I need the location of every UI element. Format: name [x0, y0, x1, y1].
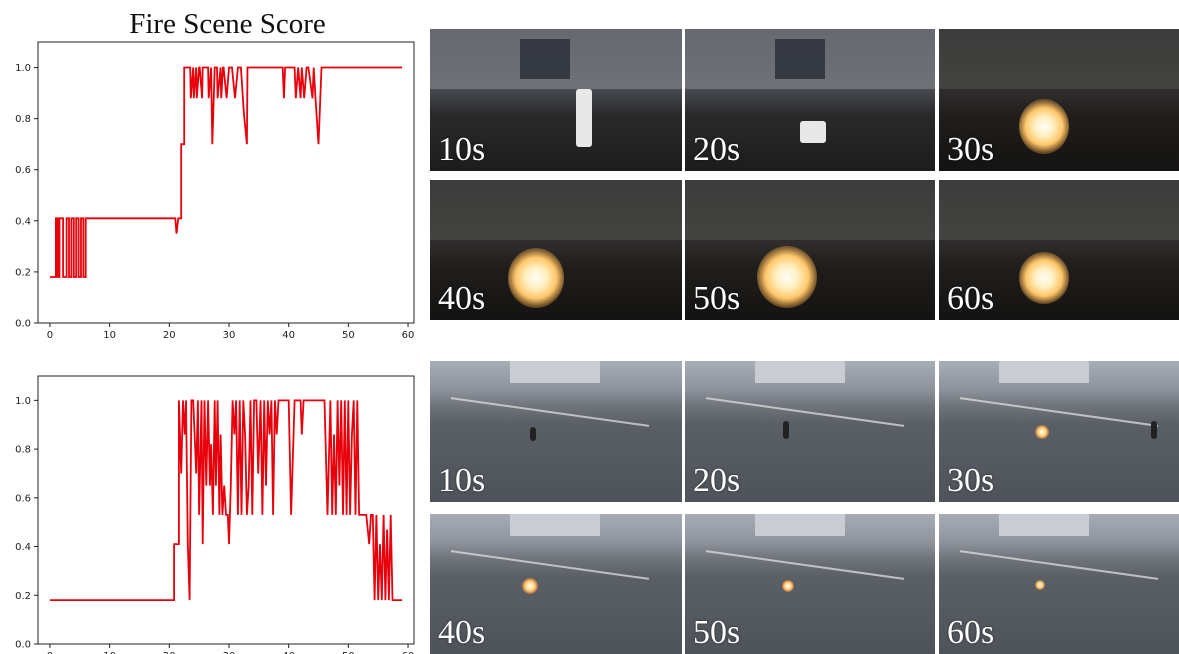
y-tick-label: 0.4 [15, 216, 31, 227]
frame-top-2: 20s [685, 29, 935, 171]
y-tick-label: 0.0 [15, 319, 31, 330]
frame-top-5: 50s [685, 180, 935, 320]
y-tick-label: 0.6 [15, 165, 31, 176]
frame-bottom-3: 30s [939, 361, 1179, 502]
y-tick-label: 0.2 [15, 267, 31, 278]
x-tick-label: 40 [282, 651, 295, 654]
x-tick-label: 50 [342, 651, 355, 654]
frame-bottom-4: 40s [430, 514, 682, 654]
x-tick-label: 20 [163, 651, 176, 654]
timestamp-label: 10s [438, 462, 486, 499]
y-tick-label: 0.8 [15, 114, 31, 125]
frame-top-6: 60s [939, 180, 1179, 320]
timestamp-label: 20s [693, 462, 741, 499]
timestamp-label: 60s [947, 280, 995, 317]
y-tick-label: 1.0 [15, 396, 31, 407]
frame-bottom-5: 50s [685, 514, 935, 654]
x-tick-label: 60 [402, 330, 415, 341]
x-tick-label: 30 [223, 651, 236, 654]
timestamp-label: 20s [693, 131, 741, 168]
x-tick-label: 20 [163, 330, 176, 341]
x-tick-label: 30 [223, 330, 236, 341]
fire-score-chart-top: 0.0 0.2 0.4 0.6 0.8 1.0 0 10 20 30 40 50 60 [15, 41, 415, 341]
timestamp-label: 40s [438, 614, 486, 651]
x-tick-label: 0 [47, 651, 53, 654]
y-tick-label: 1.0 [15, 63, 31, 74]
frame-top-3: 30s [939, 29, 1179, 171]
timestamp-label: 10s [438, 131, 486, 168]
timestamp-label: 30s [947, 131, 995, 168]
y-tick-label: 0.6 [15, 493, 31, 504]
x-tick-label: 0 [47, 330, 53, 341]
score-series-line [49, 66, 403, 278]
y-tick-label: 0.8 [15, 445, 31, 456]
y-tick-label: 0.2 [15, 591, 31, 602]
timestamp-label: 50s [693, 614, 741, 651]
frame-bottom-2: 20s [685, 361, 935, 502]
timestamp-label: 50s [693, 280, 741, 317]
frame-bottom-1: 10s [430, 361, 682, 502]
figure-title: Fire Scene Score [129, 8, 326, 40]
timestamp-label: 40s [438, 280, 486, 317]
x-tick-label: 60 [402, 651, 415, 654]
x-tick-label: 10 [103, 651, 116, 654]
frame-top-4: 40s [430, 180, 682, 320]
fire-score-chart-bottom: 0.0 0.2 0.4 0.6 0.8 1.0 0 10 20 30 40 50 60 [15, 375, 415, 654]
frame-top-1: 10s [430, 29, 682, 171]
y-tick-label: 0.0 [15, 640, 31, 651]
x-tick-label: 40 [282, 330, 295, 341]
x-tick-label: 50 [342, 330, 355, 341]
timestamp-label: 30s [947, 462, 995, 499]
score-series-line [49, 399, 403, 602]
timestamp-label: 60s [947, 614, 995, 651]
x-tick-label: 10 [103, 330, 116, 341]
frame-bottom-6: 60s [939, 514, 1179, 654]
y-tick-label: 0.4 [15, 542, 31, 553]
